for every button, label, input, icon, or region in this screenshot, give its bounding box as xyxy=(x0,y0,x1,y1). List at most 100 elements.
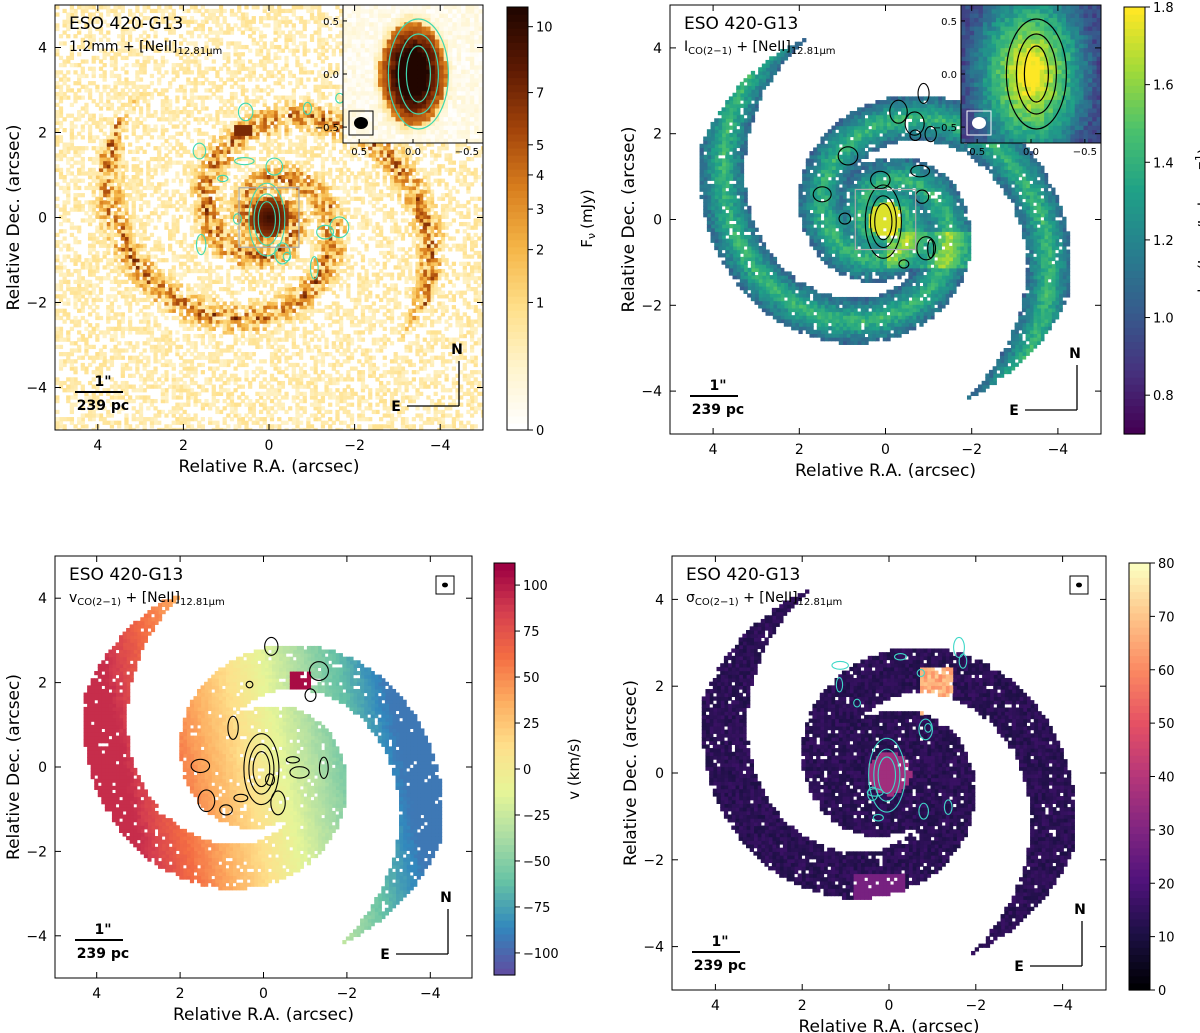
p1-pixel xyxy=(477,196,482,201)
p1-pixel xyxy=(444,146,449,151)
p1-pixel xyxy=(273,276,278,281)
p1-pixel xyxy=(360,398,366,404)
p1-pixel xyxy=(240,221,246,227)
p1-pixel xyxy=(440,232,446,238)
p1-pixel xyxy=(466,146,471,151)
p1-pixel xyxy=(218,207,224,212)
p1-pixel xyxy=(266,178,271,183)
p1-pixel xyxy=(364,319,369,324)
p1-pixel xyxy=(404,406,409,411)
p1-pixel xyxy=(309,337,315,342)
p1-pixel xyxy=(244,113,249,118)
p1-pixel xyxy=(273,305,278,310)
p1-pixel xyxy=(360,232,366,238)
p1-pixel xyxy=(229,330,235,335)
p1-pixel xyxy=(368,218,373,223)
p1-pixel xyxy=(218,247,224,252)
p1-pixel xyxy=(400,312,406,317)
p1-pixel xyxy=(404,225,409,230)
p1-pixel xyxy=(331,160,336,165)
p1-pixel xyxy=(291,12,296,17)
p1-pixel xyxy=(389,319,395,324)
p1-pixel xyxy=(208,175,213,180)
p1-pixel xyxy=(440,370,446,375)
p1-pixel xyxy=(258,229,264,234)
p1-pixel xyxy=(411,178,416,183)
p1-pixel xyxy=(404,229,409,234)
p1-pixel xyxy=(346,167,351,173)
p1-pixel xyxy=(251,323,256,328)
p1-pixel xyxy=(298,81,304,86)
p1-pixel xyxy=(208,283,213,288)
p1-pixel xyxy=(226,254,231,259)
p1-pixel xyxy=(371,326,376,331)
p1-pixel xyxy=(273,95,278,100)
p1-pixel xyxy=(415,250,420,256)
p1-pixel xyxy=(324,193,329,198)
p1-pixel xyxy=(215,117,220,122)
p1-pixel xyxy=(404,196,409,201)
p1-pixel xyxy=(208,312,213,317)
p1-pixel xyxy=(226,232,231,238)
p1-pixel xyxy=(429,420,435,425)
p1-pixel xyxy=(240,156,246,162)
p1-pixel xyxy=(389,424,395,429)
p1-pixel xyxy=(277,258,282,263)
p1-pixel xyxy=(226,312,231,317)
p1-pixel xyxy=(218,88,224,93)
p1-pixel xyxy=(295,240,300,245)
p1-pixel xyxy=(255,128,260,133)
p1-pixel xyxy=(295,175,300,180)
p1-pixel xyxy=(426,203,431,209)
p1-pixel xyxy=(266,73,271,79)
p1-pixel xyxy=(331,214,336,219)
p1-pixel xyxy=(400,406,406,411)
p1-pixel xyxy=(291,344,296,350)
p1-pixel xyxy=(437,420,442,425)
p1-pixel xyxy=(397,305,402,310)
p1-pixel xyxy=(389,312,395,317)
p1-pixel xyxy=(353,142,358,147)
p1-pixel xyxy=(408,427,413,430)
p1-pixel xyxy=(473,243,478,248)
p1-pixel xyxy=(258,16,264,21)
p1-pixel xyxy=(320,189,326,194)
p1-pixel xyxy=(208,167,213,173)
p1-pixel xyxy=(226,77,231,82)
p1-pixel xyxy=(338,236,344,241)
p1-pixel xyxy=(400,167,406,173)
p1-pixel xyxy=(244,171,249,176)
p1-pixel xyxy=(411,175,416,180)
p1-pixel xyxy=(473,196,478,201)
p1-pixel xyxy=(233,124,238,129)
p1-pixel xyxy=(400,182,406,187)
p1-pixel xyxy=(375,377,380,382)
p1-pixel xyxy=(320,120,326,126)
p1-pixel xyxy=(288,146,293,151)
p1-pixel xyxy=(313,417,318,422)
p1-pixel xyxy=(400,268,406,274)
p1-pixel xyxy=(288,319,293,324)
p1-pixel xyxy=(313,203,318,209)
p1-pixel xyxy=(226,52,231,57)
p1-pixel xyxy=(240,229,246,234)
p1-pixel xyxy=(360,167,366,173)
p1-pixel xyxy=(273,109,278,115)
p1-pixel xyxy=(451,420,457,425)
p1-pixel xyxy=(277,117,282,122)
p1-pixel xyxy=(295,377,300,382)
p1-pixel xyxy=(415,305,420,310)
p1-pixel xyxy=(466,391,471,396)
p1-pixel xyxy=(262,167,267,173)
p1-pixel xyxy=(306,214,311,219)
p1-pixel xyxy=(408,362,413,368)
p1-pixel xyxy=(426,207,431,212)
p1-pixel xyxy=(320,44,326,50)
p1-pixel xyxy=(284,203,289,209)
p1-pixel xyxy=(317,131,322,136)
p1-pixel xyxy=(251,250,256,256)
p1-pixel xyxy=(222,221,227,227)
p1-pixel xyxy=(266,164,271,169)
p1-pixel xyxy=(371,178,376,183)
p1-pixel xyxy=(324,373,329,378)
